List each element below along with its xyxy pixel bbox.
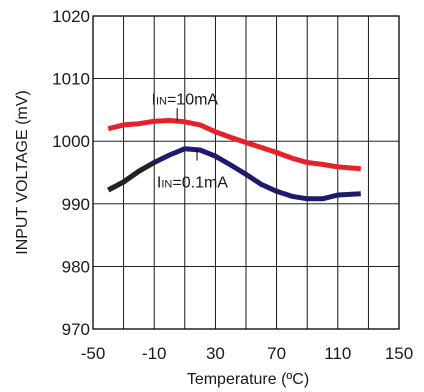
y-tick-label: 980 bbox=[62, 257, 90, 276]
plot-frame bbox=[92, 15, 400, 330]
x-tick-labels: -50 -10 30 70 110 150 bbox=[81, 344, 413, 363]
y-tick-label: 970 bbox=[62, 320, 90, 339]
annotations: IIN=10mA IIN=0.1mA bbox=[152, 92, 229, 192]
y-axis-label: INPUT VOLTAGE (mV) bbox=[14, 90, 31, 254]
x-tick-label: 150 bbox=[385, 344, 413, 363]
x-tick-label: 70 bbox=[267, 344, 286, 363]
y-tick-label: 1000 bbox=[52, 132, 90, 151]
y-tick-label: 1020 bbox=[52, 7, 90, 26]
y-tick-labels: 970 980 990 1000 1010 1020 bbox=[52, 7, 90, 339]
series-group bbox=[107, 118, 361, 202]
y-tick-label: 990 bbox=[62, 195, 90, 214]
series-line-1 bbox=[107, 118, 361, 172]
x-tick-label: 110 bbox=[324, 344, 351, 363]
y-tick-label: 1010 bbox=[52, 70, 90, 89]
series-line-2 bbox=[107, 146, 361, 202]
x-tick-label: -50 bbox=[81, 344, 106, 363]
series-line-2-start bbox=[107, 160, 156, 193]
x-tick-label: 30 bbox=[206, 344, 225, 363]
annotation-label-2: IIN=0.1mA bbox=[157, 174, 228, 191]
annotation-label-1: IIN=10mA bbox=[152, 92, 219, 109]
x-axis-label: Temperature (ºC) bbox=[187, 371, 309, 388]
x-tick-label: -10 bbox=[142, 344, 167, 363]
